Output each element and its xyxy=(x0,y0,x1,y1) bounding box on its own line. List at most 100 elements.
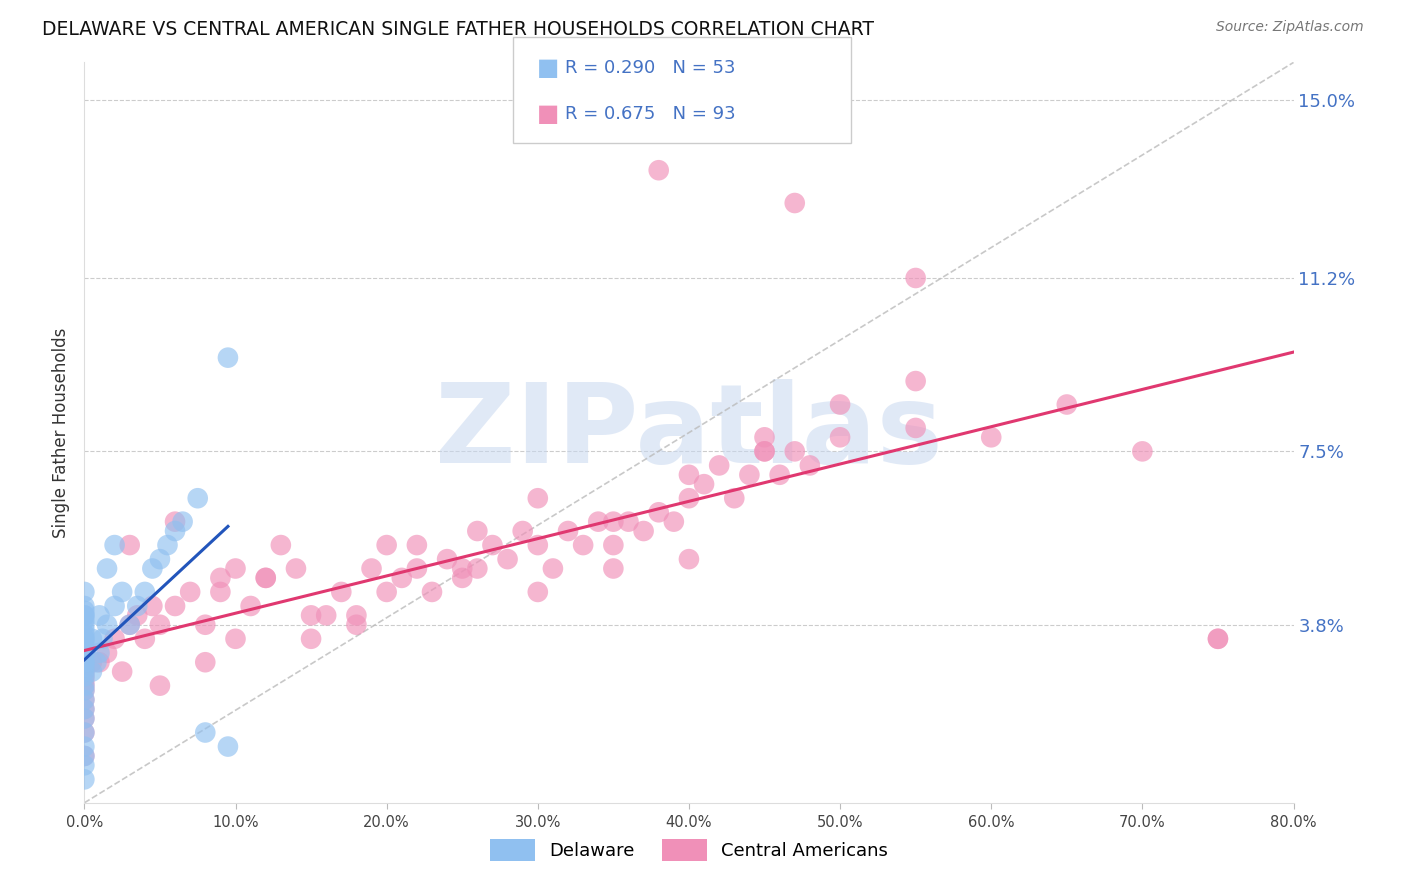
Point xyxy=(225,561,247,575)
Point xyxy=(73,748,96,763)
Point xyxy=(73,702,96,716)
Point xyxy=(602,515,624,529)
Point xyxy=(217,351,239,365)
Point xyxy=(830,430,852,444)
Point xyxy=(149,552,172,566)
Point xyxy=(118,617,141,632)
Point xyxy=(187,491,209,506)
Point xyxy=(80,632,103,646)
Text: R = 0.675   N = 93: R = 0.675 N = 93 xyxy=(565,105,735,123)
Text: ■: ■ xyxy=(537,103,560,126)
Point xyxy=(149,679,172,693)
Text: ■: ■ xyxy=(537,56,560,80)
Point xyxy=(225,632,247,646)
Point xyxy=(754,444,776,458)
Point xyxy=(194,655,217,669)
Point xyxy=(73,632,96,646)
Point xyxy=(617,515,640,529)
Point xyxy=(406,561,429,575)
Point xyxy=(678,552,700,566)
Point xyxy=(73,613,96,627)
Point xyxy=(73,702,96,716)
Point xyxy=(73,725,96,739)
Point xyxy=(633,524,655,538)
Point xyxy=(830,397,852,411)
Point xyxy=(73,772,96,787)
Point xyxy=(179,585,201,599)
Point xyxy=(73,599,96,613)
Point xyxy=(141,561,163,575)
Point xyxy=(754,444,776,458)
Point xyxy=(1132,444,1154,458)
Point xyxy=(406,538,429,552)
Point xyxy=(330,585,353,599)
Point xyxy=(73,683,96,698)
Y-axis label: Single Father Households: Single Father Households xyxy=(52,327,70,538)
Point xyxy=(346,608,368,623)
Point xyxy=(602,561,624,575)
Point xyxy=(134,585,156,599)
Point xyxy=(118,617,141,632)
Point xyxy=(527,585,550,599)
Point xyxy=(73,646,96,660)
Point xyxy=(73,711,96,725)
Point xyxy=(648,163,671,178)
Point xyxy=(648,505,671,519)
Point xyxy=(86,655,108,669)
Point xyxy=(73,673,96,688)
Point xyxy=(709,458,731,473)
Point xyxy=(391,571,413,585)
Point xyxy=(73,627,96,641)
Point xyxy=(134,632,156,646)
Point xyxy=(496,552,519,566)
Point xyxy=(299,632,322,646)
Point xyxy=(467,561,489,575)
Point xyxy=(254,571,277,585)
Point xyxy=(588,515,610,529)
Point xyxy=(91,632,114,646)
Point xyxy=(420,585,443,599)
Point xyxy=(738,467,761,482)
Point xyxy=(783,444,806,458)
Point xyxy=(89,655,111,669)
Point xyxy=(73,660,96,674)
Point xyxy=(194,725,217,739)
Point xyxy=(239,599,262,613)
Point xyxy=(73,641,96,656)
Point xyxy=(73,608,96,623)
Point xyxy=(73,585,96,599)
Point xyxy=(436,552,458,566)
Point xyxy=(375,585,398,599)
Point xyxy=(73,636,96,650)
Point xyxy=(141,599,163,613)
Point xyxy=(73,669,96,683)
Point xyxy=(527,491,550,506)
Point xyxy=(209,585,232,599)
Point xyxy=(73,650,96,665)
Point xyxy=(980,430,1002,444)
Point xyxy=(73,679,96,693)
Point xyxy=(165,599,187,613)
Point xyxy=(217,739,239,754)
Point xyxy=(360,561,382,575)
Point xyxy=(104,538,127,552)
Point xyxy=(89,608,111,623)
Text: R = 0.290   N = 53: R = 0.290 N = 53 xyxy=(565,59,735,77)
Point xyxy=(73,617,96,632)
Point xyxy=(73,683,96,698)
Point xyxy=(73,692,96,706)
Point xyxy=(73,608,96,623)
Point xyxy=(693,477,716,491)
Point xyxy=(73,655,96,669)
Point xyxy=(80,655,103,669)
Point xyxy=(127,608,149,623)
Point xyxy=(73,739,96,754)
Point xyxy=(270,538,292,552)
Text: DELAWARE VS CENTRAL AMERICAN SINGLE FATHER HOUSEHOLDS CORRELATION CHART: DELAWARE VS CENTRAL AMERICAN SINGLE FATH… xyxy=(42,20,875,38)
Point xyxy=(799,458,821,473)
Point xyxy=(73,623,96,637)
Point xyxy=(156,538,179,552)
Point xyxy=(1206,632,1229,646)
Point xyxy=(346,617,368,632)
Point xyxy=(73,748,96,763)
